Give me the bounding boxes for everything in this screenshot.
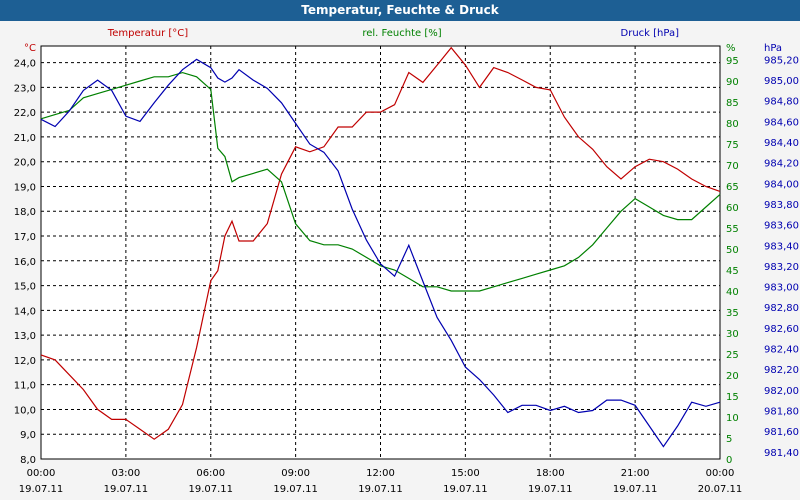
humidity-tick-label: 65 (726, 182, 739, 193)
pressure-tick-label: 984,80 (764, 97, 799, 108)
humidity-tick-label: 60 (726, 203, 739, 214)
series-line-temperature (40, 46, 721, 440)
chart-title: Temperatur, Feuchte & Druck (0, 0, 800, 21)
temperature-unit: °C (24, 43, 36, 54)
x-tick-time: 06:00 (196, 468, 225, 479)
humidity-axis-label: rel. Feuchte [%] (362, 28, 441, 39)
x-tick-date: 19.07.11 (613, 484, 658, 495)
temperature-tick-label: 13,0 (14, 331, 36, 342)
temperature-ticks: 8,0 9,0 10,0 11,0 12,0 13,0 14,0 15,0 16,0 17,0 18… (14, 59, 36, 466)
series-line-pressure (40, 58, 721, 448)
pressure-tick-label: 982,00 (764, 386, 799, 397)
pressure-tick-label: 982,20 (764, 365, 799, 376)
humidity-tick-label: 80 (726, 119, 739, 130)
series-line-humidity (40, 71, 721, 292)
humidity-tick-label: 90 (726, 77, 739, 88)
temperature-tick-label: 21,0 (14, 133, 36, 144)
pressure-tick-label: 983,20 (764, 262, 799, 273)
x-tick-date: 19.07.11 (19, 484, 64, 495)
pressure-tick-label: 982,40 (764, 345, 799, 356)
chart-area: Temperatur [°C] rel. Feuchte [%] Druck [… (14, 28, 799, 495)
humidity-tick-label: 10 (726, 413, 739, 424)
x-tick-time: 21:00 (621, 468, 650, 479)
pressure-unit: hPa (764, 43, 782, 54)
pressure-tick-label: 984,40 (764, 138, 799, 149)
pressure-tick-label: 984,00 (764, 179, 799, 190)
humidity-tick-label: 75 (726, 140, 739, 151)
x-tick-time: 09:00 (281, 468, 310, 479)
pressure-tick-label: 981,60 (764, 427, 799, 438)
temperature-tick-label: 24,0 (14, 59, 36, 70)
temperature-tick-label: 12,0 (14, 356, 36, 367)
x-tick-date: 19.07.11 (104, 484, 149, 495)
temperature-tick-label: 23,0 (14, 83, 36, 94)
humidity-tick-label: 20 (726, 371, 739, 382)
x-tick-date: 19.07.11 (188, 484, 233, 495)
pressure-tick-label: 982,60 (764, 324, 799, 335)
temperature-tick-label: 11,0 (14, 381, 36, 392)
x-tick-date: 19.07.11 (273, 484, 318, 495)
pressure-tick-label: 983,80 (764, 200, 799, 211)
pressure-tick-label: 982,80 (764, 303, 799, 314)
humidity-tick-label: 45 (726, 266, 739, 277)
pressure-tick-label: 983,40 (764, 241, 799, 252)
x-tick-time: 00:00 (27, 468, 56, 479)
temperature-tick-label: 8,0 (20, 455, 36, 466)
pressure-tick-label: 984,20 (764, 159, 799, 170)
temperature-tick-label: 9,0 (20, 430, 36, 441)
humidity-tick-label: 85 (726, 98, 739, 109)
pressure-tick-label: 985,20 (764, 55, 799, 66)
temperature-tick-label: 20,0 (14, 158, 36, 169)
x-tick-time: 15:00 (451, 468, 480, 479)
x-tick-date: 20.07.11 (698, 484, 743, 495)
humidity-tick-label: 55 (726, 224, 739, 235)
temperature-tick-label: 16,0 (14, 257, 36, 268)
pressure-ticks: 981,40 981,60 981,80 982,00 982,20 982,40 982,… (764, 55, 799, 458)
humidity-tick-label: 40 (726, 287, 739, 298)
x-tick-date: 19.07.11 (358, 484, 403, 495)
series-lines (40, 46, 721, 448)
temperature-tick-label: 14,0 (14, 306, 36, 317)
pressure-tick-label: 985,00 (764, 76, 799, 87)
humidity-tick-label: 25 (726, 350, 739, 361)
pressure-tick-label: 983,60 (764, 221, 799, 232)
x-tick-time: 18:00 (536, 468, 565, 479)
temperature-tick-label: 15,0 (14, 282, 36, 293)
humidity-tick-label: 95 (726, 56, 739, 67)
pressure-axis-label: Druck [hPa] (621, 28, 680, 39)
pressure-tick-label: 981,40 (764, 448, 799, 459)
grid-lines (41, 46, 720, 459)
temperature-tick-label: 19,0 (14, 182, 36, 193)
x-tick-date: 19.07.11 (443, 484, 488, 495)
humidity-tick-label: 5 (726, 434, 732, 445)
humidity-tick-label: 0 (726, 455, 732, 466)
x-ticks: 00:00 19.07.11 03:00 19.07.11 06:00 19.07.11 0… (19, 468, 743, 495)
temperature-tick-label: 17,0 (14, 232, 36, 243)
humidity-ticks: 0 5 10 15 20 25 30 35 40 45 50 55 60 65 70 75 80 85 90 95 (726, 56, 739, 466)
pressure-tick-label: 981,80 (764, 406, 799, 417)
x-tick-time: 00:00 (706, 468, 735, 479)
humidity-tick-label: 35 (726, 308, 739, 319)
humidity-tick-label: 50 (726, 245, 739, 256)
humidity-tick-label: 15 (726, 392, 739, 403)
pressure-tick-label: 983,00 (764, 283, 799, 294)
temperature-axis-label: Temperatur [°C] (107, 28, 188, 39)
humidity-tick-label: 30 (726, 329, 739, 340)
temperature-tick-label: 18,0 (14, 207, 36, 218)
temperature-tick-label: 10,0 (14, 405, 36, 416)
pressure-tick-label: 984,60 (764, 117, 799, 128)
humidity-tick-label: 70 (726, 161, 739, 172)
temperature-tick-label: 22,0 (14, 108, 36, 119)
humidity-unit: % (726, 43, 736, 54)
x-tick-date: 19.07.11 (528, 484, 573, 495)
x-tick-time: 12:00 (366, 468, 395, 479)
x-tick-time: 03:00 (111, 468, 140, 479)
